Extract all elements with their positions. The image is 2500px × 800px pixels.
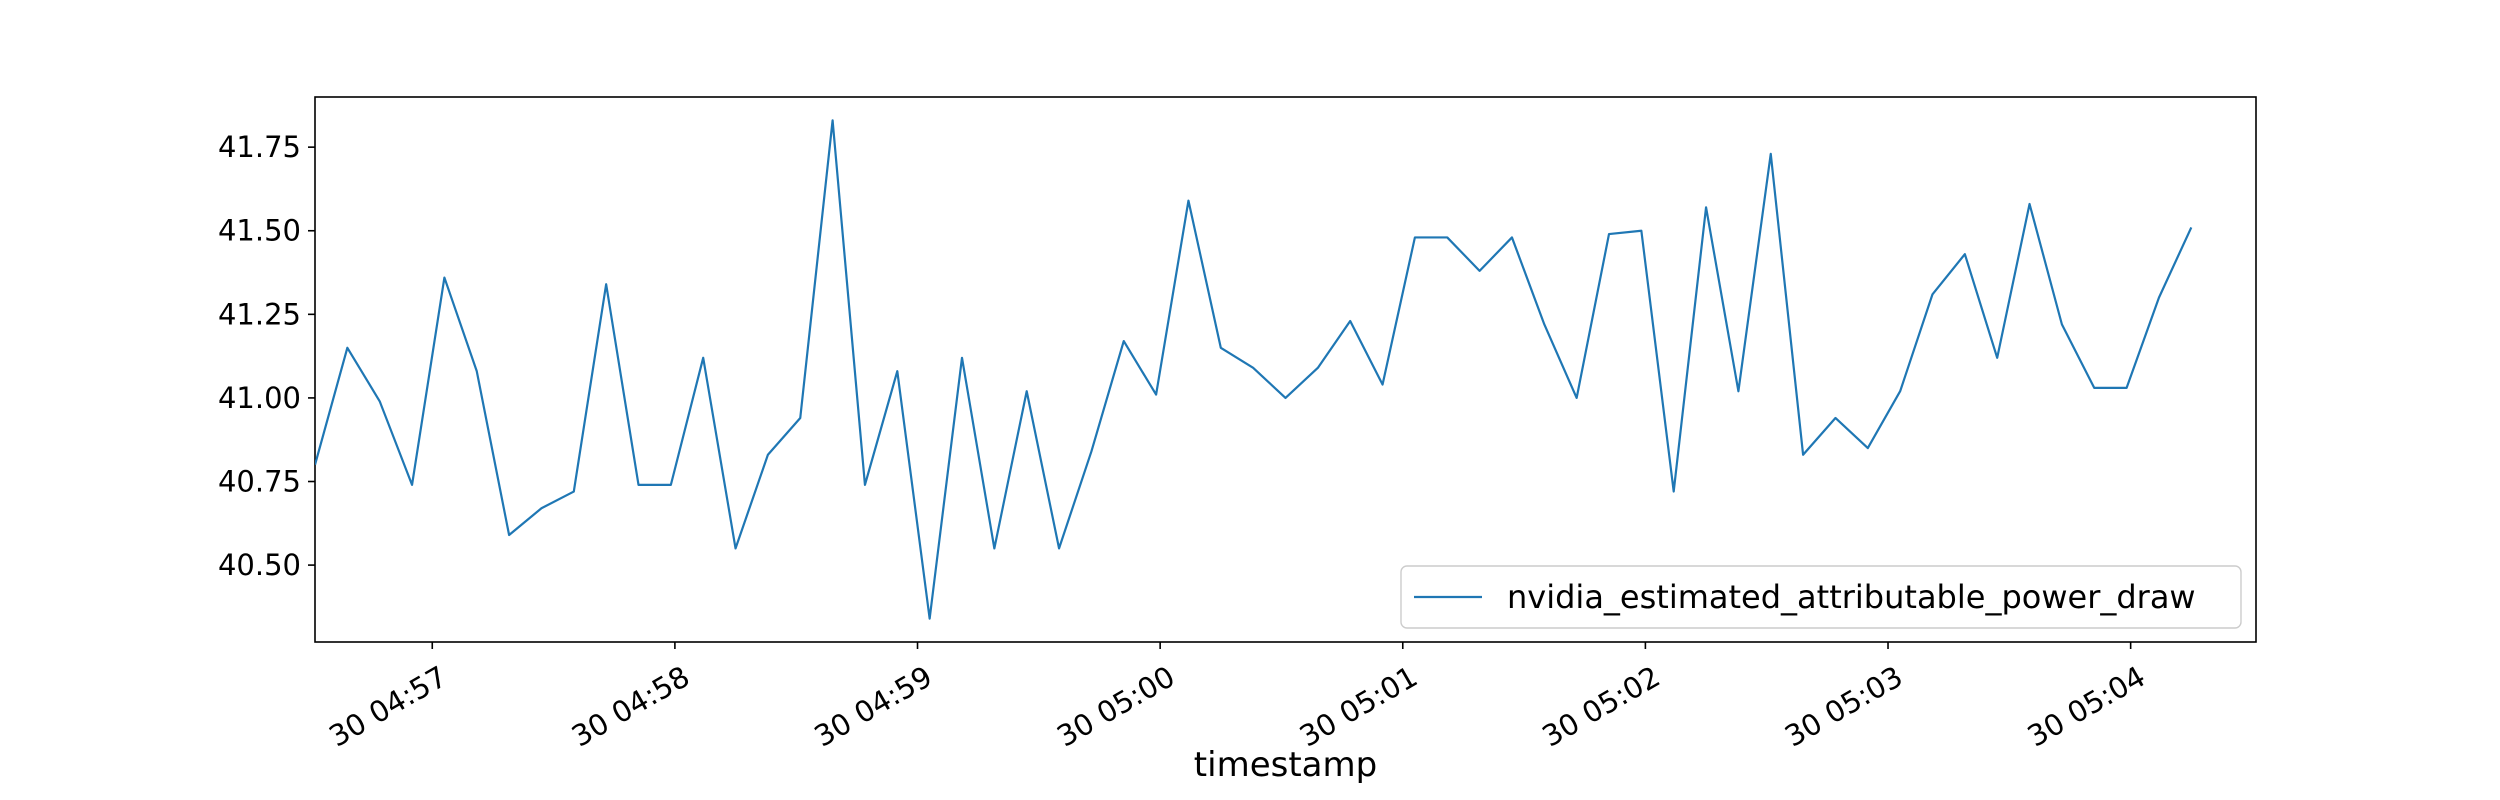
x-tick-label: 30 05:02 [1536, 659, 1665, 753]
series-layer [315, 119, 2193, 620]
legend-label: nvidia_estimated_attributable_power_draw [1507, 578, 2196, 616]
legend-box [1400, 565, 2242, 629]
y-axis: 40.50 40.75 41.00 41.25 41.50 41.75 [218, 130, 315, 582]
plot-frame [314, 96, 2257, 643]
x-tick-label: 30 04:57 [323, 659, 452, 753]
y-tick-label: 41.00 [218, 381, 301, 415]
plot-area [314, 96, 2257, 643]
y-tick-label: 41.75 [218, 130, 301, 164]
y-tick-label: 41.25 [218, 297, 301, 331]
x-tick-label: 30 05:01 [1294, 659, 1423, 753]
legend: nvidia_estimated_attributable_power_draw [1400, 565, 2242, 629]
x-tick-label: 30 04:58 [566, 659, 695, 753]
y-tick-label: 41.50 [218, 214, 301, 248]
x-tick-label: 30 04:59 [808, 659, 937, 753]
y-tick-label: 40.50 [218, 548, 301, 582]
x-axis: 30 04:57 30 04:58 30 04:59 30 05:00 30 05:01… [323, 642, 2151, 754]
series-line-0 [315, 119, 2193, 620]
x-axis-title: timestamp [1194, 745, 1377, 785]
x-tick-label: 30 05:00 [1051, 659, 1180, 753]
x-tick-label: 30 05:04 [2022, 659, 2151, 753]
x-tick-label: 30 05:03 [1779, 659, 1908, 753]
y-tick-label: 40.75 [218, 465, 301, 499]
